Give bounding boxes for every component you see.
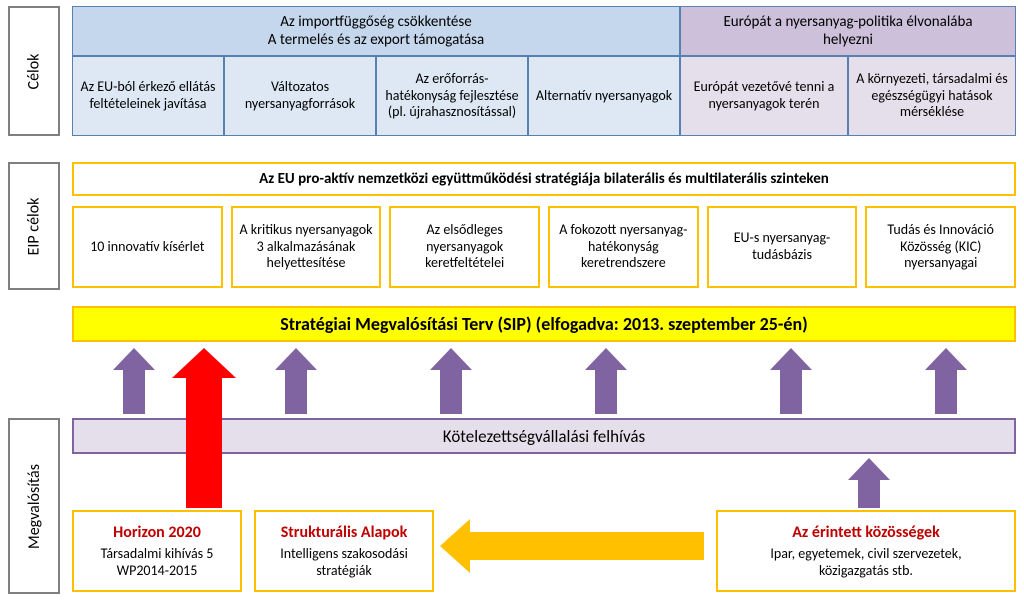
impl-box2-l2: stratégiák xyxy=(316,562,372,580)
impl-box1-l1: Társadalmi kihívás 5 xyxy=(101,545,214,563)
purple-up-arrow-communities xyxy=(848,458,890,508)
goals-right-cell-0: Európát vezetővé tenni a nyersanyagok te… xyxy=(680,56,848,136)
goals-left-cell-2: Az erőforrás-hatékonyság fejlesztése (pl… xyxy=(376,56,528,136)
eip-cell-1: A kritikus nyersanyagok 3 alkalmazásának… xyxy=(231,206,382,288)
goals-left-cells: Az EU-ból érkező ellátás feltételeinek j… xyxy=(72,56,680,136)
impl-box1-l2: WP2014-2015 xyxy=(117,562,198,580)
purple-up-arrow-1 xyxy=(275,348,317,414)
impl-box1-title: Horizon 2020 xyxy=(113,523,201,543)
sidebar-impl-label: Megvalósítás xyxy=(25,464,44,549)
goals-left-header-line1: Az importfüggőség csökkentése xyxy=(268,13,484,31)
impl-box2-l1: Intelligens szakosodási xyxy=(280,545,408,563)
impl-box-communities: Az érintett közösségek Ipar, egyetemek, … xyxy=(716,510,1016,592)
eip-top-bar: Az EU pro-aktív nemzetközi együttműködés… xyxy=(72,162,1016,196)
goals-left-header: Az importfüggőség csökkentése A termelés… xyxy=(72,6,680,56)
purple-up-arrow-3 xyxy=(585,348,627,414)
eip-cell-2: Az elsődleges nyersanyagok keretfeltétel… xyxy=(389,206,540,288)
impl-box-structural: Strukturális Alapok Intelligens szakosod… xyxy=(254,510,434,592)
sidebar-eip-goals: EIP célok xyxy=(8,162,60,290)
eip-cells: 10 innovatív kísérlet A kritikus nyersan… xyxy=(72,206,1016,288)
impl-box-horizon: Horizon 2020 Társadalmi kihívás 5 WP2014… xyxy=(72,510,242,592)
eip-cell-4: EU-s nyersanyag-tudásbázis xyxy=(707,206,858,288)
goals-left-cell-3: Alternatív nyersanyagok xyxy=(528,56,680,136)
goals-right-header: Európát a nyersanyag-politika élvonalába… xyxy=(680,6,1016,56)
impl-box3-l1: Ipar, egyetemek, civil szervezetek, xyxy=(770,545,961,563)
red-up-arrow xyxy=(172,348,236,508)
goals-right-group: Európát a nyersanyag-politika élvonalába… xyxy=(680,6,1016,136)
goals-right-cell-1: A környezeti, társadalmi és egészségügyi… xyxy=(848,56,1016,136)
sidebar-implementation: Megvalósítás xyxy=(8,418,60,594)
goals-left-cell-0: Az EU-ból érkező ellátás feltételeinek j… xyxy=(72,56,224,136)
sidebar-goals: Célok xyxy=(8,6,60,136)
goals-left-group: Az importfüggőség csökkentése A termelés… xyxy=(72,6,680,136)
purple-up-arrow-4 xyxy=(770,348,812,414)
impl-box3-title: Az érintett közösségek xyxy=(792,523,940,543)
goals-right-cells: Európát vezetővé tenni a nyersanyagok te… xyxy=(680,56,1016,136)
eip-section: Az EU pro-aktív nemzetközi együttműködés… xyxy=(72,162,1016,288)
eip-cell-3: A fokozott nyersanyag-hatékonyság keretr… xyxy=(548,206,699,288)
purple-up-arrow-0 xyxy=(113,348,155,414)
sip-bar: Stratégiai Megvalósítási Terv (SIP) (elf… xyxy=(72,306,1016,342)
goals-right-header-line1: Európát a nyersanyag-politika élvonalába xyxy=(723,13,972,31)
eip-cell-0: 10 innovatív kísérlet xyxy=(72,206,223,288)
impl-box3-l2: közigazgatás stb. xyxy=(819,562,913,580)
goals-table: Az importfüggőség csökkentése A termelés… xyxy=(72,6,1016,136)
sidebar-goals-label: Célok xyxy=(25,53,44,89)
orange-left-arrow xyxy=(440,519,704,573)
goals-left-cell-1: Változatos nyersanyagforrások xyxy=(224,56,376,136)
purple-up-arrow-5 xyxy=(925,348,967,414)
impl-box2-title: Strukturális Alapok xyxy=(281,523,408,543)
sidebar-eip-label: EIP célok xyxy=(25,197,44,255)
goals-right-header-line2: helyezni xyxy=(723,31,972,49)
purple-up-arrow-2 xyxy=(430,348,472,414)
goals-left-header-line2: A termelés és az export támogatása xyxy=(268,31,484,49)
eip-cell-5: Tudás és Innováció Közösség (KIC) nyersa… xyxy=(865,206,1016,288)
